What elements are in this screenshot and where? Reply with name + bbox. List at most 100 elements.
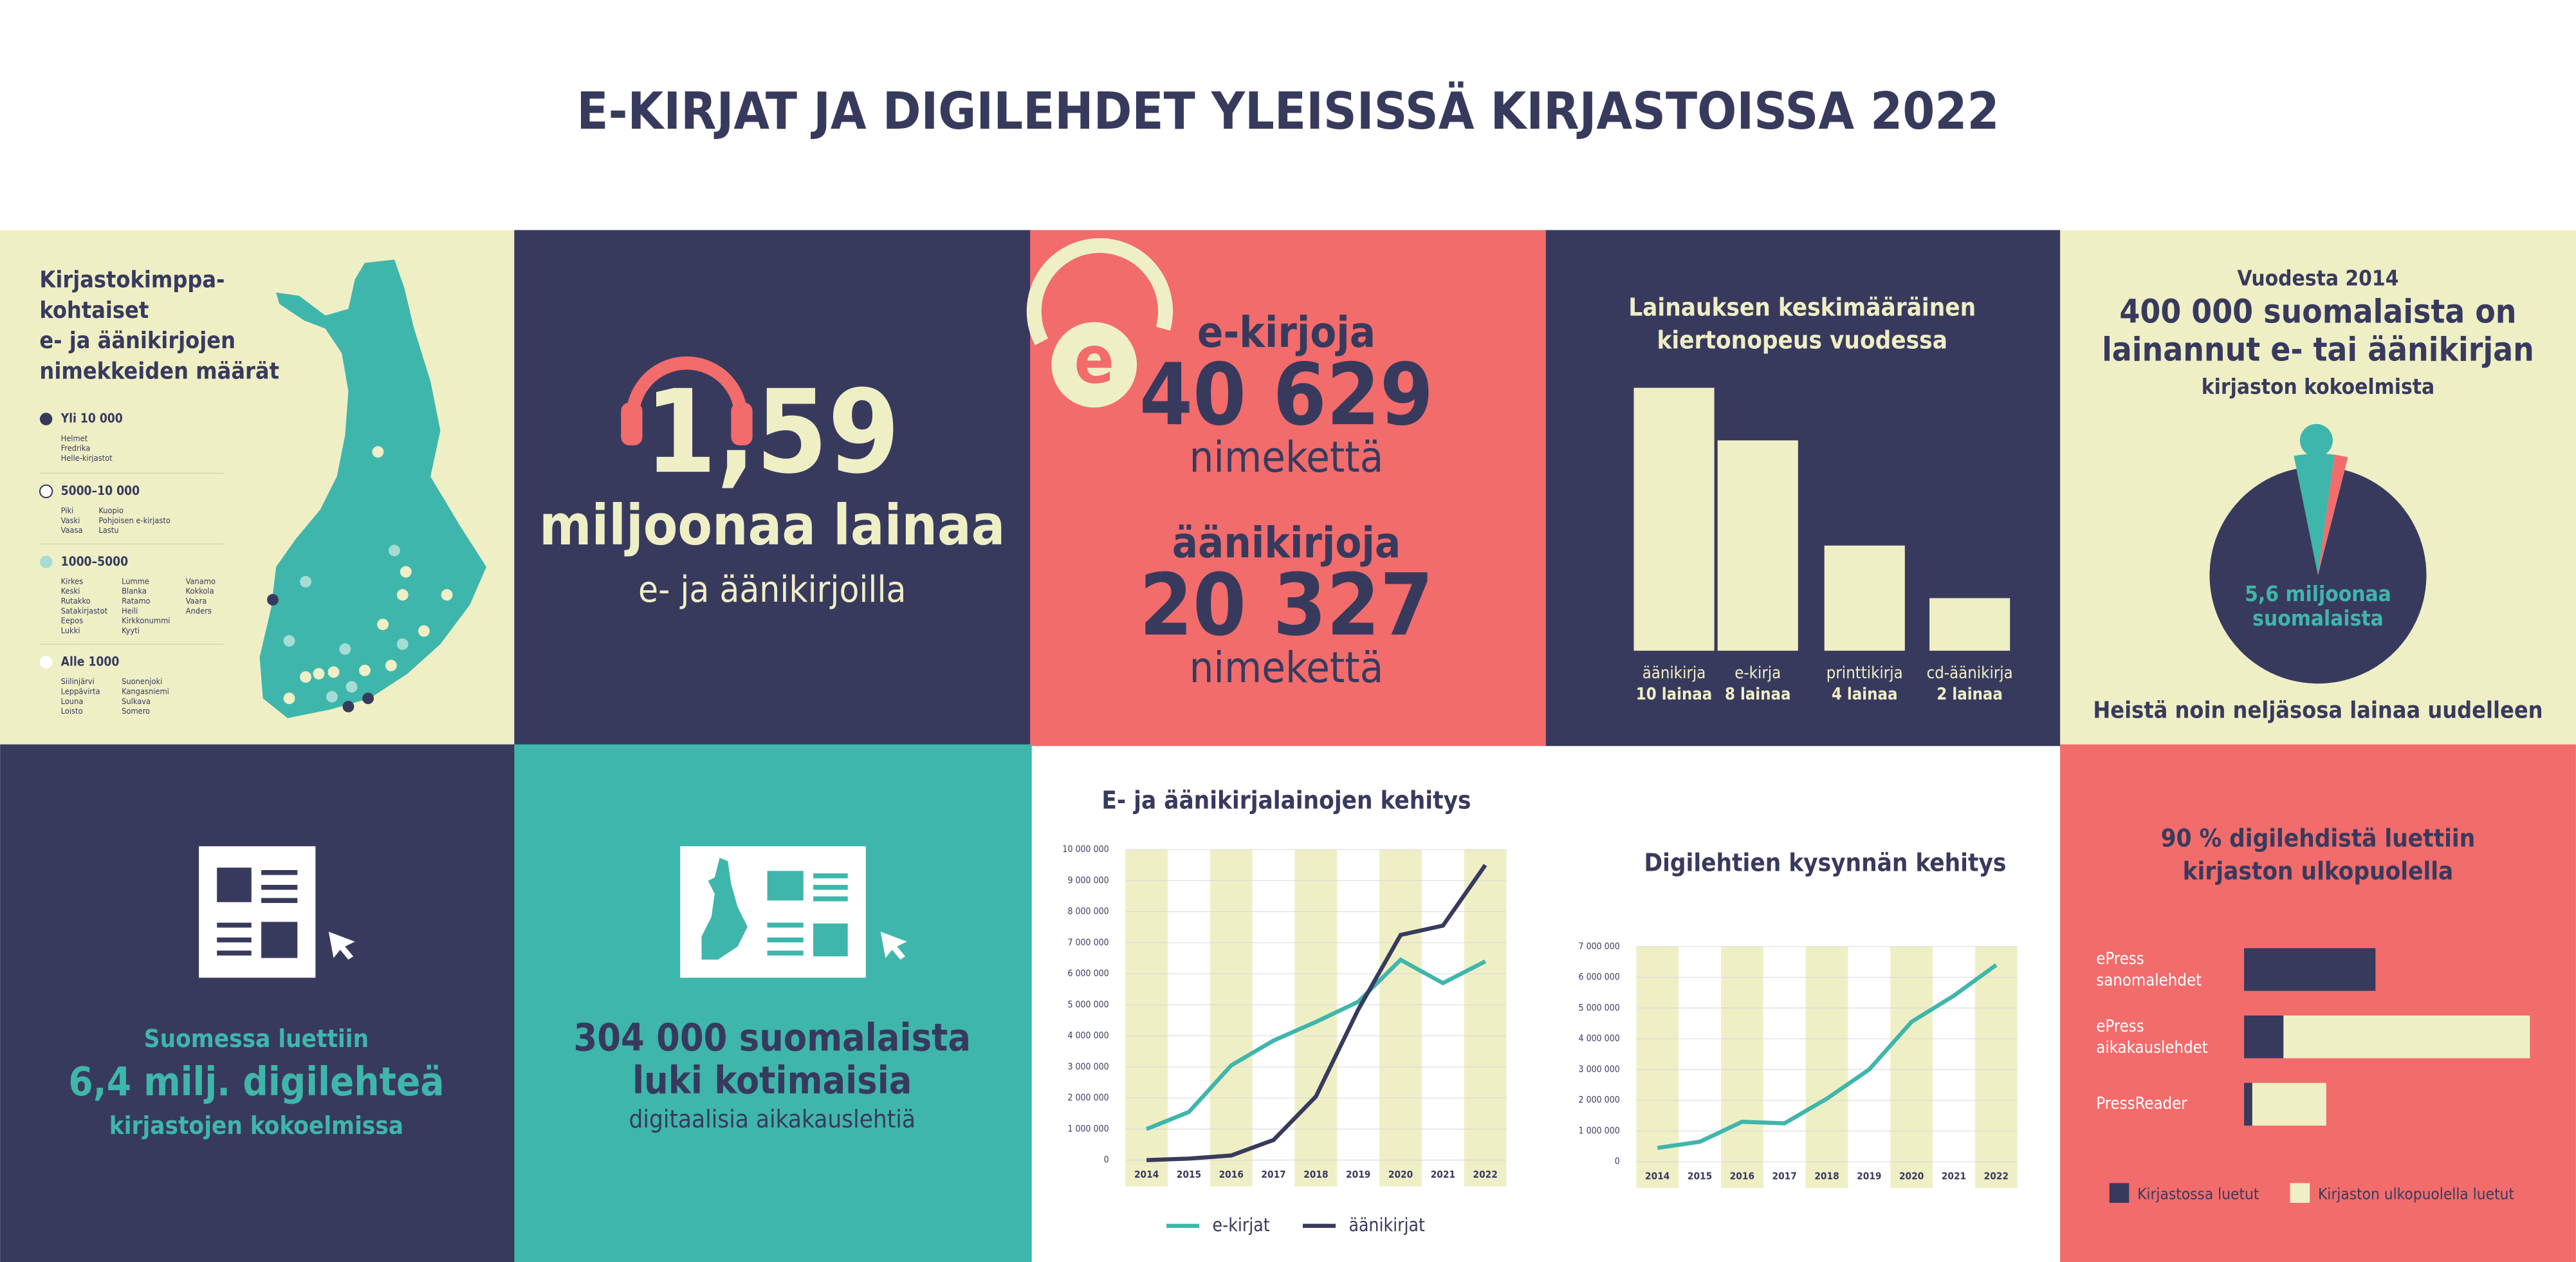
pie-label: suomalaista [2252, 606, 2384, 631]
y-tick-label: 4 000 000 [1067, 1031, 1109, 1041]
map-dot [362, 692, 374, 705]
y-tick-label: 10 000 000 [1062, 844, 1109, 855]
map-dot [283, 692, 295, 705]
bar-value-label: 8 lainaa [1725, 685, 1791, 704]
y-tick-label: 1 000 000 [1579, 1126, 1620, 1136]
loans-line: miljoonaa lainaa [539, 493, 1005, 558]
legend-bullet [39, 413, 53, 425]
chart-title: kiertonopeus vuodessa [1657, 326, 1947, 355]
band [1636, 946, 1679, 1189]
map-dot [372, 446, 384, 458]
y-tick-label: 9 000 000 [1067, 875, 1109, 886]
map-dot [283, 635, 295, 647]
y-tick-label: 8 000 000 [1067, 907, 1109, 917]
x-tick-label: 2017 [1772, 1171, 1797, 1182]
y-tick-label: 2 000 000 [1579, 1095, 1620, 1106]
legend-item: Kyyti [122, 626, 140, 636]
map-legend-rules [39, 472, 224, 645]
legend-item: Lastu [98, 526, 118, 535]
x-tick-label: 2014 [1645, 1171, 1670, 1182]
legend-label: 1000–5000 [61, 554, 128, 569]
map-dot [359, 664, 371, 676]
line-series [1146, 864, 1487, 1162]
y-tick-label: 4 000 000 [1579, 1034, 1620, 1044]
cursor [880, 931, 907, 960]
legend-item: Helle-kirjastot [61, 454, 113, 463]
legend-item: Kokkola [186, 587, 214, 597]
bar [1929, 598, 2010, 651]
pie-slice [2294, 453, 2335, 575]
magazines-headline: luki kotimaisia [632, 1058, 912, 1102]
legend-item: Somero [122, 707, 150, 716]
card [199, 846, 316, 978]
e-icon-letter: e [1074, 322, 1114, 399]
people-since: Vuodesta 2014 [2237, 266, 2398, 291]
titles-unit: nimekettä [1190, 642, 1384, 692]
legend-label: Yli 10 000 [60, 411, 123, 426]
card-lines [767, 873, 848, 956]
map-dot [326, 691, 338, 703]
map-dot [385, 660, 397, 672]
legend-item: Satakirjastot [61, 606, 108, 616]
x-tick-label: 2015 [1688, 1171, 1712, 1182]
legend-item: Loisto [61, 707, 83, 716]
x-tick-label: 2018 [1303, 1169, 1328, 1180]
x-tick-label: 2019 [1857, 1171, 1881, 1182]
panel-loans [514, 230, 1032, 747]
bar-value-label: 2 lainaa [1937, 685, 2003, 704]
band [1210, 849, 1253, 1187]
e-icon [1051, 322, 1137, 408]
map-heading: nimekkeiden määrät [39, 358, 279, 384]
x-tick-label: 2015 [1177, 1169, 1201, 1180]
map-dot [396, 589, 409, 601]
map-dot [389, 544, 400, 557]
legend-item: Leppävirta [61, 687, 100, 696]
legend-item: Piki [61, 506, 74, 516]
legend-item: Ratamo [122, 597, 150, 606]
legend-item: Vaski [61, 516, 80, 526]
x-tick-label: 2022 [1473, 1169, 1498, 1180]
legend-item: Pohjoisen e-kirjasto [98, 516, 170, 526]
x-tick-label: 2021 [1431, 1169, 1455, 1180]
legend-item: Kuopio [98, 506, 124, 516]
magazines-sub: digitaalisia aikakauslehtiä [629, 1105, 915, 1134]
map-finland [259, 259, 486, 718]
y-tick-label: 1 000 000 [1067, 1124, 1109, 1134]
y-tick-label: 5 000 000 [1067, 999, 1109, 1010]
people-footer: Heistä noin neljäsosa lainaa uudelleen [2093, 698, 2543, 724]
bar-value-label: 4 lainaa [1832, 685, 1898, 704]
legend-swatch [2290, 1183, 2310, 1203]
legend-item: Kirkes [61, 577, 84, 586]
x-tick-label: 2018 [1814, 1171, 1839, 1182]
legend-bullet [39, 555, 53, 568]
x-tick-label: 2020 [1388, 1169, 1413, 1180]
digi-line: kirjastojen kokoelmissa [109, 1111, 403, 1140]
map-dot [339, 643, 351, 655]
legend-item: Vaasa [61, 526, 83, 535]
legend-item: Suonenjoki [122, 677, 162, 687]
x-tick-label: 2022 [1984, 1171, 2009, 1182]
headphones-icon [626, 357, 748, 432]
map-dot [345, 681, 358, 693]
map-dot [396, 638, 409, 650]
loans-sub: e- ja äänikirjoilla [638, 569, 906, 611]
big-number: 1,59 [645, 366, 900, 499]
legend-item: Kirkkonummi [122, 617, 170, 626]
legend-item: Louna [61, 697, 84, 707]
card-icon [199, 846, 355, 978]
map-dot [441, 589, 453, 601]
map-dot [300, 575, 312, 588]
cursor [328, 931, 355, 960]
chart-title: Digilehtien kysynnän kehitys [1644, 849, 2006, 878]
band [1125, 849, 1168, 1187]
y-tick-label: 6 000 000 [1579, 972, 1620, 983]
bar [1824, 545, 1905, 651]
x-tick-label: 2019 [1346, 1169, 1370, 1180]
x-tick-label: 2020 [1899, 1171, 1924, 1182]
legend-item: Lumme [122, 577, 149, 586]
map-heading: e- ja äänikirjojen [39, 328, 235, 354]
page-title: E-KIRJAT JA DIGILEHDET YLEISISSÄ KIRJAST… [576, 82, 1999, 141]
legend-item: Kangasniemi [122, 687, 169, 696]
chart-title: E- ja äänikirjalainojen kehitys [1101, 786, 1471, 815]
